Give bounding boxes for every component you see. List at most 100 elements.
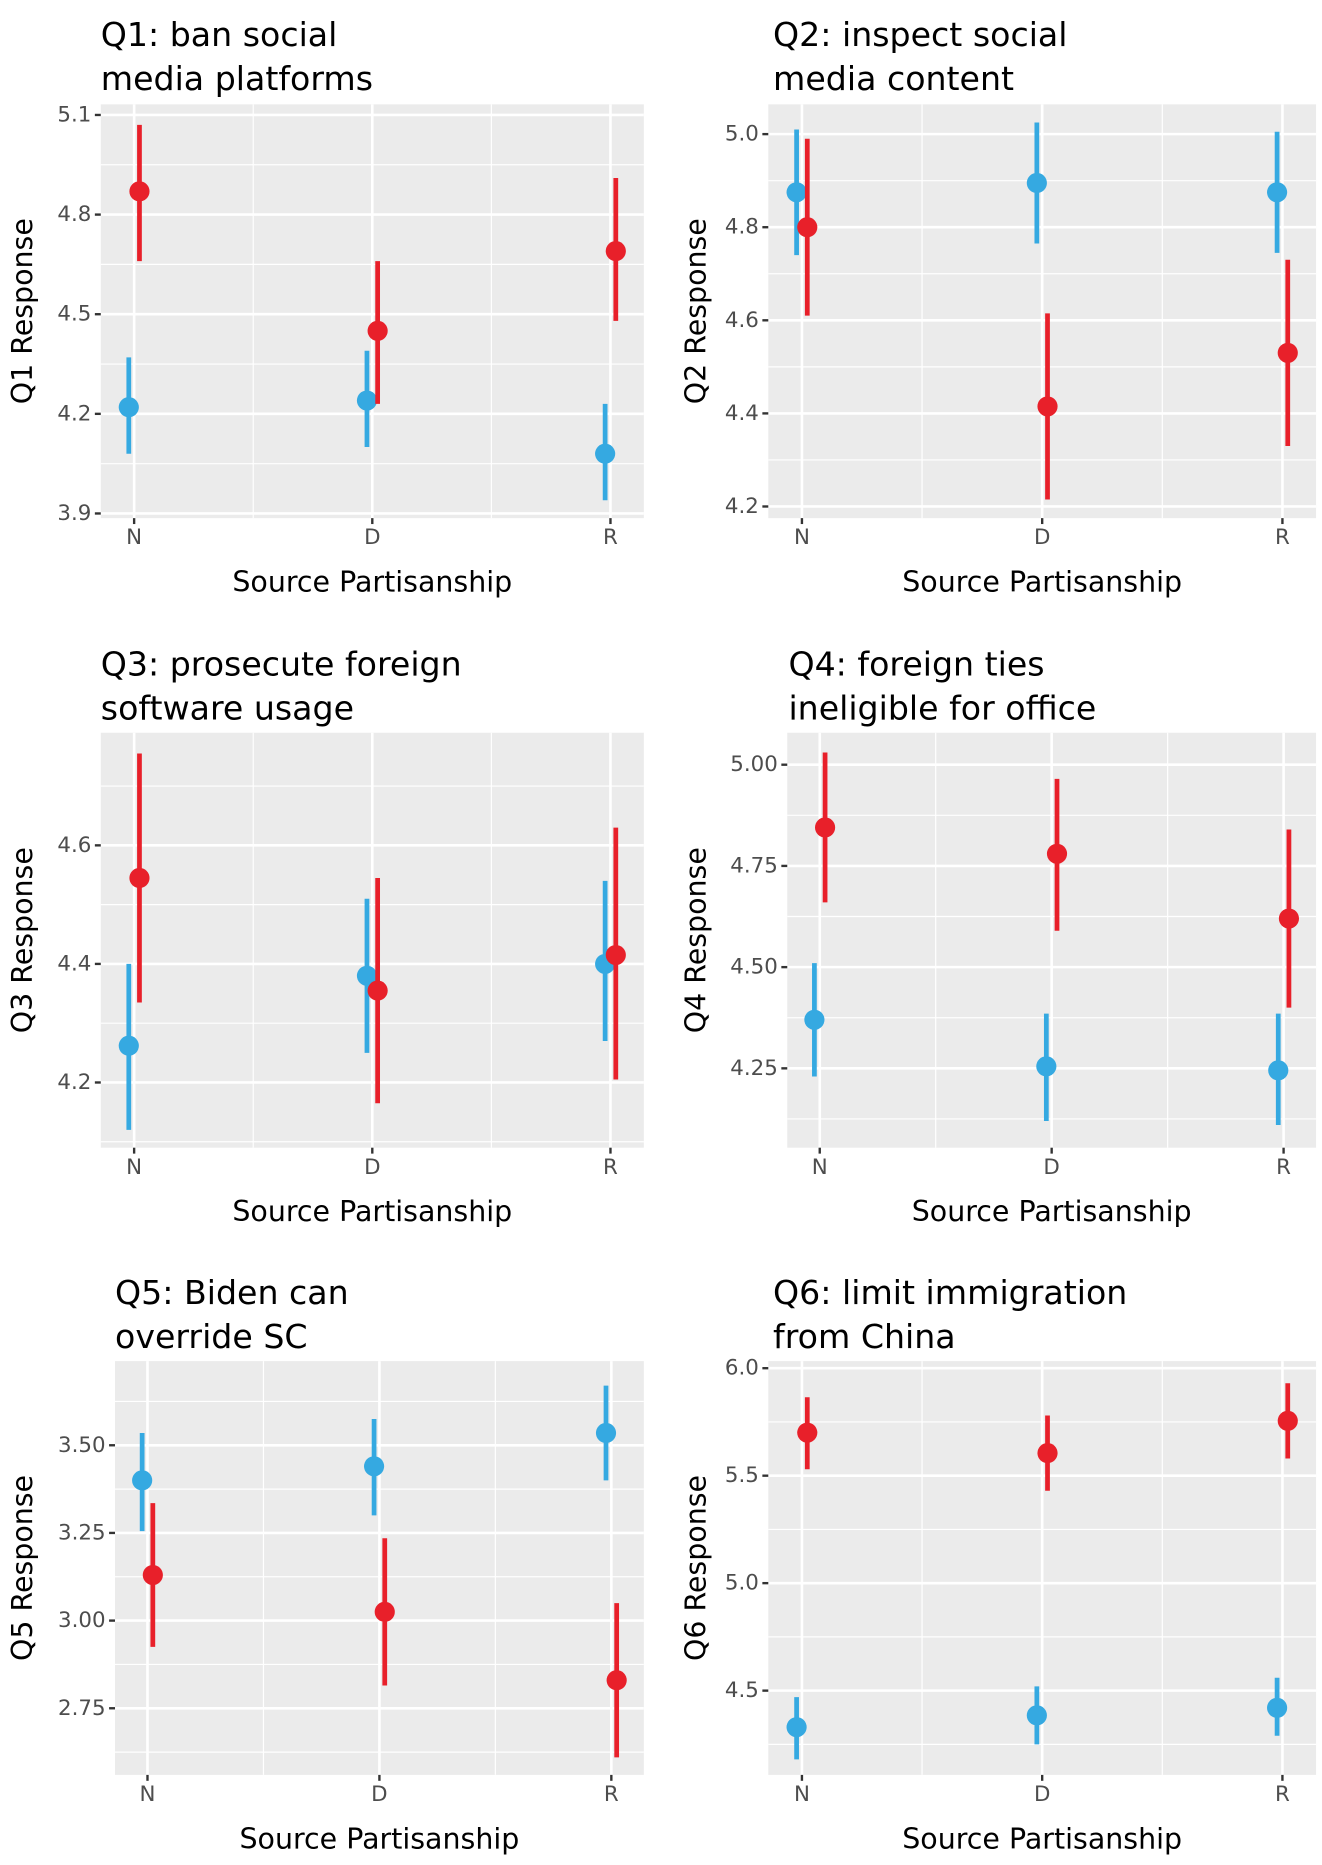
data-point [129, 181, 150, 202]
x-tick-label: N [812, 1155, 828, 1180]
data-point [1267, 1697, 1288, 1718]
y-tick-label: 3.9 [57, 501, 91, 526]
data-point [1268, 1060, 1289, 1081]
y-tick-label: 5.1 [57, 102, 91, 127]
y-tick-label: 3.00 [58, 1608, 105, 1633]
x-tick-label: R [603, 1155, 618, 1180]
x-tick-label: D [364, 1155, 380, 1180]
data-point [814, 817, 836, 838]
y-tick-label: 3.25 [58, 1520, 105, 1545]
x-tick-label: N [126, 1155, 142, 1180]
x-axis-label: Source Partisanship [902, 1822, 1182, 1855]
data-point [118, 397, 139, 418]
data-point [1037, 396, 1058, 417]
data-point [1277, 342, 1298, 363]
x-axis-label: Source Partisanship [912, 1195, 1192, 1228]
data-point [595, 443, 616, 464]
x-tick-label: D [1034, 525, 1050, 550]
data-point [1277, 1410, 1298, 1431]
chart-panel-q5: Q5: Biden can override SC 2.75 3.00 3.25 3.5… [6, 1273, 644, 1855]
y-axis-label: Q5 Response [6, 1475, 39, 1661]
y-axis-label: Q3 Response [6, 847, 39, 1033]
y-tick-label: 4.25 [730, 1056, 778, 1081]
x-tick-label: R [1275, 1782, 1290, 1807]
y-tick-label: 5.00 [730, 752, 778, 777]
data-point [1037, 1443, 1058, 1464]
data-point [356, 390, 378, 411]
data-point [797, 1422, 818, 1443]
data-point [1036, 1056, 1057, 1077]
data-point [118, 1035, 139, 1056]
x-tick-label: N [794, 1782, 810, 1807]
x-tick-label: R [1276, 1155, 1291, 1180]
y-tick-label: 4.50 [730, 955, 778, 980]
x-tick-label: D [364, 525, 380, 550]
y-tick-label: 4.4 [725, 401, 759, 426]
data-point [804, 1009, 825, 1030]
chart-panel-q6: Q6: limit immigration from China 4.5 5.0 5.… [679, 1273, 1317, 1855]
chart-panel-q4: Q4: foreign ties ineligible for office 4.… [679, 645, 1317, 1228]
x-tick-label: R [603, 525, 618, 550]
chart-title-line: software usage [101, 689, 354, 728]
y-tick-label: 4.2 [57, 1070, 91, 1095]
chart-title-line: Q6: limit immigration [773, 1273, 1127, 1312]
y-tick-label: 3.50 [58, 1433, 105, 1458]
x-tick-label: D [1034, 1782, 1050, 1807]
y-tick-label: 4.8 [725, 215, 759, 240]
y-tick-label: 5.0 [725, 122, 759, 147]
chart-title-line: media content [773, 59, 1014, 98]
chart-title-line: Q4: foreign ties [788, 645, 1044, 684]
y-tick-label: 4.2 [725, 494, 759, 519]
data-point [367, 320, 388, 341]
data-point [1026, 172, 1047, 194]
x-tick-label: D [371, 1782, 387, 1807]
data-point [356, 965, 378, 986]
chart-title-line: Q1: ban social [101, 15, 338, 54]
data-point [1026, 1705, 1047, 1726]
chart-title-line: override SC [115, 1317, 308, 1356]
x-tick-label: R [1275, 525, 1290, 550]
data-point [595, 1422, 617, 1444]
data-point [605, 241, 626, 262]
data-point [374, 1601, 395, 1622]
chart-title-line: from China [773, 1317, 956, 1356]
data-point [797, 217, 818, 238]
chart-title-line: media platforms [101, 59, 373, 98]
x-axis-label: Source Partisanship [232, 566, 512, 599]
y-axis-label: Q4 Response [679, 847, 712, 1033]
y-axis-label: Q1 Response [6, 218, 39, 404]
y-tick-label: 5.0 [725, 1571, 759, 1596]
x-tick-label: N [140, 1782, 156, 1807]
y-tick-label: 4.5 [725, 1678, 759, 1703]
chart-title-line: Q5: Biden can [115, 1273, 349, 1312]
y-tick-label: 6.0 [725, 1356, 759, 1381]
data-point [132, 1470, 153, 1491]
data-point [606, 1670, 627, 1691]
data-point [363, 1456, 385, 1477]
data-point [786, 182, 807, 203]
x-axis-label: Source Partisanship [232, 1195, 512, 1228]
data-point [1278, 908, 1300, 929]
x-tick-label: D [1043, 1155, 1059, 1180]
chart-panel-q3: Q3: prosecute foreign software usage 4.2 4… [6, 645, 644, 1228]
data-point [129, 867, 150, 889]
chart-panel-q2: Q2: inspect social media content 4.2 4.4 4.… [679, 15, 1317, 599]
x-tick-label: R [604, 1782, 619, 1807]
data-point [142, 1564, 163, 1586]
y-tick-label: 4.2 [57, 401, 91, 426]
y-tick-label: 2.75 [58, 1696, 105, 1721]
data-point [786, 1717, 807, 1738]
x-axis-label: Source Partisanship [240, 1822, 520, 1855]
y-axis-label: Q6 Response [679, 1475, 712, 1661]
y-tick-label: 4.8 [57, 202, 91, 227]
y-tick-label: 4.75 [730, 853, 778, 878]
y-axis-label: Q2 Response [679, 218, 712, 404]
data-point [1267, 182, 1288, 203]
chart-title-line: Q2: inspect social [773, 15, 1067, 54]
data-point [605, 944, 626, 966]
y-tick-label: 4.6 [725, 308, 759, 333]
x-tick-label: N [794, 525, 810, 550]
y-tick-label: 4.6 [57, 833, 91, 858]
data-point [1046, 843, 1068, 864]
chart-title-line: ineligible for office [788, 689, 1096, 728]
